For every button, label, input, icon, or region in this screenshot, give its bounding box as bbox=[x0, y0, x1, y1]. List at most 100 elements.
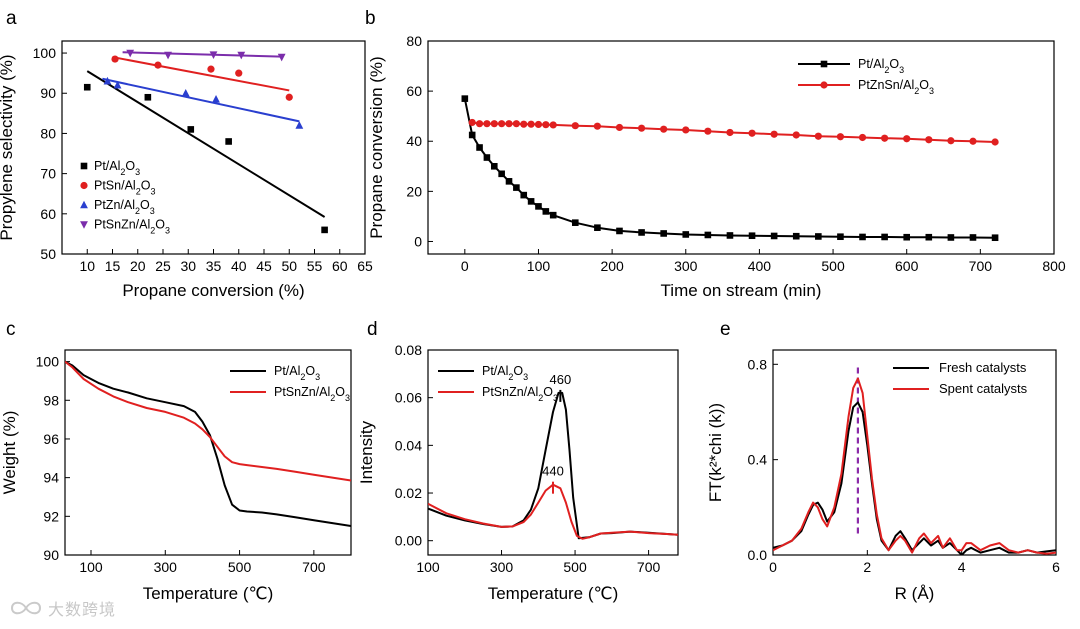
x-tick-label: 20 bbox=[130, 258, 146, 274]
x-tick-label: 25 bbox=[155, 258, 171, 274]
data-point bbox=[527, 198, 535, 205]
data-point bbox=[593, 122, 601, 130]
legend: Pt/Al2O3 PtZnSn/Al2O3 bbox=[798, 57, 934, 96]
data-point bbox=[126, 49, 135, 58]
plot-area bbox=[461, 95, 999, 242]
data-point bbox=[815, 233, 822, 240]
data-point bbox=[520, 120, 528, 128]
x-tick-label: 65 bbox=[357, 258, 373, 274]
data-point bbox=[111, 55, 119, 63]
y-axis-label: Weight (%) bbox=[0, 411, 19, 495]
x-axis-label: Propane conversion (%) bbox=[122, 281, 304, 300]
data-point bbox=[660, 230, 667, 237]
x-tick-label: 4 bbox=[958, 559, 966, 575]
x-tick-label: 300 bbox=[490, 559, 514, 575]
data-point bbox=[534, 120, 543, 129]
y-tick-label: 20 bbox=[406, 183, 422, 199]
data-point bbox=[903, 135, 911, 143]
x-axis-label: Temperature (℃) bbox=[143, 584, 274, 603]
data-point bbox=[925, 233, 933, 241]
plot-frame bbox=[427, 40, 1055, 255]
data-point bbox=[498, 120, 506, 128]
data-point bbox=[637, 124, 646, 132]
legend-label: Pt/Al2O3 bbox=[94, 159, 140, 177]
data-point bbox=[969, 137, 977, 145]
data-point bbox=[571, 219, 579, 226]
y-tick-label: 90 bbox=[43, 547, 59, 563]
data-point bbox=[704, 231, 712, 239]
legend-marker bbox=[80, 200, 88, 209]
series-0 bbox=[83, 70, 328, 234]
x-tick-label: 500 bbox=[563, 559, 587, 575]
x-tick-label: 45 bbox=[256, 258, 272, 274]
y-tick-label: 0.0 bbox=[748, 547, 768, 563]
data-point bbox=[461, 95, 469, 102]
data-point bbox=[770, 130, 778, 138]
data-point bbox=[836, 133, 845, 141]
panel-c: c 100 300 500 700 90 92 94 96 98 100 Temperature (℃… bbox=[0, 319, 352, 603]
y-tick-label: 94 bbox=[43, 470, 59, 486]
x-tick-label: 0 bbox=[461, 258, 469, 274]
series-0 bbox=[773, 401, 1056, 555]
y-axis-label: Propane conversion (%) bbox=[367, 56, 386, 238]
x-tick-label: 500 bbox=[228, 559, 252, 575]
y-tick-label: 0 bbox=[414, 233, 422, 249]
panel-d: d 100 300 500 700 0.00 0.02 0.04 0.06 0.08 Tempera… bbox=[357, 319, 679, 603]
plot-area bbox=[65, 360, 351, 527]
panel-b: b 0 100 200 300 400 500 600 700 800 0 20 40 60 80 Time … bbox=[365, 8, 1066, 300]
x-tick-label: 700 bbox=[969, 258, 993, 274]
x-tick-label: 700 bbox=[302, 559, 326, 575]
y-tick-label: 100 bbox=[36, 354, 60, 370]
data-point bbox=[726, 128, 734, 137]
data-point bbox=[154, 61, 162, 69]
y-tick-label: 80 bbox=[406, 33, 422, 49]
data-point bbox=[571, 122, 579, 130]
data-point bbox=[947, 137, 955, 145]
x-axis-label: Time on stream (min) bbox=[661, 281, 822, 300]
data-point bbox=[858, 133, 867, 142]
data-point bbox=[527, 120, 535, 128]
data-point bbox=[903, 233, 911, 241]
legend-label: PtSnZn/Al2O3 bbox=[94, 218, 170, 236]
y-tick-label: 92 bbox=[43, 508, 59, 524]
series-2 bbox=[102, 76, 304, 129]
x-tick-label: 55 bbox=[307, 258, 323, 274]
legend-label: PtSnZn/Al2O3 bbox=[482, 385, 558, 403]
x-tick-label: 2 bbox=[863, 559, 871, 575]
x-tick-label: 6 bbox=[1052, 559, 1060, 575]
data-point bbox=[113, 80, 122, 89]
y-tick-label: 40 bbox=[406, 133, 422, 149]
y-tick-label: 90 bbox=[40, 85, 56, 101]
series-1 bbox=[428, 483, 678, 540]
legend: Fresh catalysts Spent catalysts bbox=[893, 360, 1028, 396]
data-point bbox=[859, 233, 866, 241]
legend-label: PtZnSn/Al2O3 bbox=[858, 78, 934, 96]
series-1 bbox=[468, 118, 999, 146]
y-tick-label: 0.02 bbox=[395, 485, 422, 501]
series-line bbox=[428, 483, 678, 540]
data-point bbox=[594, 224, 601, 231]
legend: Pt/Al2O3 PtSnZn/Al2O3 bbox=[230, 364, 350, 403]
plot-area bbox=[773, 364, 1056, 555]
x-tick-label: 30 bbox=[180, 258, 196, 274]
series-line bbox=[65, 360, 351, 527]
x-axis-label: Temperature (℃) bbox=[488, 584, 619, 603]
panel-letter-d: d bbox=[367, 319, 378, 340]
legend-label: Fresh catalysts bbox=[939, 360, 1027, 375]
x-tick-label: 100 bbox=[527, 258, 551, 274]
data-point bbox=[726, 232, 734, 239]
data-point bbox=[520, 191, 528, 199]
data-point bbox=[535, 203, 542, 210]
data-point bbox=[187, 126, 195, 133]
data-point bbox=[490, 120, 498, 128]
y-axis-label: Propylene selectivity (%) bbox=[0, 54, 16, 240]
data-point bbox=[144, 93, 152, 101]
legend-label: Pt/Al2O3 bbox=[482, 364, 528, 382]
data-point bbox=[549, 211, 557, 219]
data-point bbox=[991, 138, 999, 146]
legend-label: Pt/Al2O3 bbox=[274, 364, 320, 382]
fit-line bbox=[86, 70, 326, 218]
data-point bbox=[505, 120, 513, 128]
